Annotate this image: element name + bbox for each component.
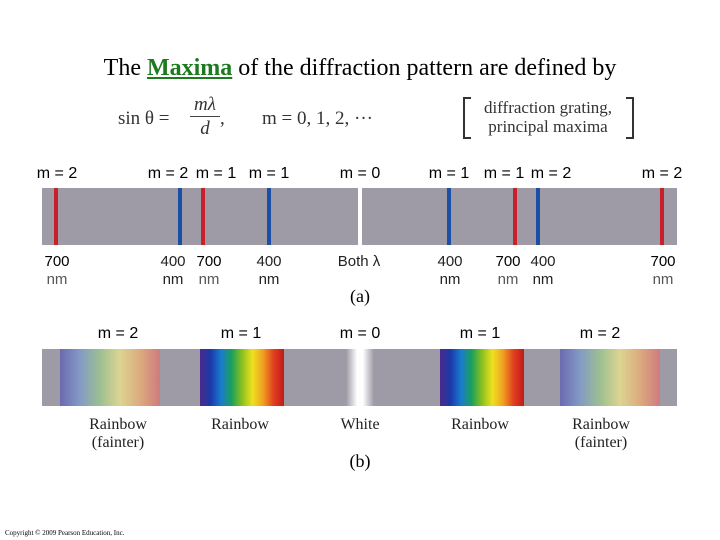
wavelength-label: 400 nm — [437, 253, 462, 289]
panel-a-order-label: m = 2 — [530, 165, 572, 182]
region-label: Rainbow — [211, 416, 269, 434]
red-line-m1-right — [513, 188, 517, 245]
panel-b-order-label: m = 1 — [459, 325, 501, 342]
title-before: The — [103, 55, 147, 81]
equation-denominator: d — [200, 118, 210, 139]
note-line-2: principal maxima — [488, 117, 608, 136]
panel-a-order-label: m = 2 — [36, 165, 78, 182]
equation-lhs: sin θ = — [118, 108, 170, 129]
equation-m-definition: m = 0, 1, 2, ··· — [262, 108, 373, 129]
wavelength-value: 400 — [437, 253, 463, 270]
panel-a-order-label: m = 1 — [248, 165, 290, 182]
wavelength-label: 400 nm — [160, 253, 185, 289]
wavelength-label: 700 nm — [44, 253, 69, 289]
equation-comma: , — [220, 108, 225, 129]
wavelength-unit: nm — [532, 271, 554, 288]
wavelength-unit: nm — [439, 271, 461, 288]
panel-b-spectrum-band — [42, 349, 677, 406]
panel-a-order-label: m = 2 — [641, 165, 683, 182]
white-line-m0 — [358, 188, 362, 245]
white-m0 — [346, 349, 374, 406]
equation-note: diffraction grating, principal maxima — [470, 98, 626, 136]
slide-title: The Maxima of the diffraction pattern ar… — [0, 55, 720, 82]
wavelength-label: 700 nm — [495, 253, 520, 289]
region-label-line2: (fainter) — [91, 434, 145, 451]
region-label-line1: Rainbow — [89, 416, 147, 433]
wavelength-label: 400 nm — [530, 253, 555, 289]
region-label: Rainbow (fainter) — [572, 416, 630, 452]
red-line-m2-left — [54, 188, 58, 245]
note-bracket-right — [626, 97, 634, 139]
panel-b-caption: (b) — [349, 451, 371, 471]
region-label-line1: Rainbow — [572, 416, 630, 433]
wavelength-value: 700 — [196, 253, 222, 270]
title-keyword: Maxima — [146, 55, 233, 81]
region-label-line2: (fainter) — [574, 434, 628, 451]
panel-a-order-label: m = 2 — [147, 165, 189, 182]
wavelength-unit: nm — [162, 271, 184, 288]
wavelength-unit: nm — [258, 271, 280, 288]
blue-line-m2-right — [536, 188, 540, 245]
rainbow-m1-right — [440, 349, 524, 406]
panel-a-order-label: m = 0 — [339, 165, 381, 182]
red-line-m1-left — [201, 188, 205, 245]
wavelength-value: 400 — [160, 253, 186, 270]
blue-line-m1-right — [447, 188, 451, 245]
blue-line-m1-left — [267, 188, 271, 245]
wavelength-label: 400 nm — [256, 253, 281, 289]
panel-a-order-label: m = 1 — [428, 165, 470, 182]
wavelength-value: 400 — [530, 253, 556, 270]
wavelength-value: 400 — [256, 253, 282, 270]
panel-a-caption: (a) — [350, 286, 370, 306]
wavelength-value: 700 — [44, 253, 70, 270]
blue-line-m2-left — [178, 188, 182, 245]
copyright-notice: Copyright © 2009 Pearson Education, Inc. — [5, 529, 125, 537]
wavelength-value: 700 — [650, 253, 676, 270]
region-label: Rainbow — [451, 416, 509, 434]
panel-a-order-label: m = 1 — [483, 165, 525, 182]
panel-b-order-label: m = 2 — [579, 325, 621, 342]
wavelength-unit: nm — [46, 271, 68, 288]
region-label-line1: Rainbow — [451, 416, 509, 433]
equation-numerator: mλ — [194, 94, 216, 115]
panel-a-order-label: m = 1 — [195, 165, 237, 182]
fraction-bar — [190, 116, 220, 117]
wavelength-label: Both λ — [338, 253, 381, 271]
wavelength-label: 700 nm — [196, 253, 221, 289]
note-line-1: diffraction grating, — [483, 98, 613, 117]
wavelength-value: Both λ — [337, 253, 381, 270]
note-bracket-left — [463, 97, 471, 139]
rainbow-m2-right — [560, 349, 660, 406]
wavelength-unit: nm — [198, 271, 220, 288]
rainbow-m1-left — [200, 349, 284, 406]
region-label-line1: Rainbow — [211, 416, 269, 433]
red-line-m2-right — [660, 188, 664, 245]
wavelength-unit: nm — [497, 271, 519, 288]
wavelength-value: 700 — [495, 253, 521, 270]
wavelength-label: 700 nm — [650, 253, 675, 289]
panel-b-order-label: m = 1 — [220, 325, 262, 342]
region-label-line1: White — [340, 416, 380, 433]
wavelength-unit: nm — [652, 271, 674, 288]
title-after: of the diffraction pattern are defined b… — [232, 55, 617, 81]
panel-a-spectrum-band — [42, 188, 677, 245]
region-label: Rainbow (fainter) — [89, 416, 147, 452]
panel-b-order-label: m = 2 — [97, 325, 139, 342]
rainbow-m2-left — [60, 349, 160, 406]
panel-b-order-label: m = 0 — [339, 325, 381, 342]
region-label: White — [340, 416, 379, 434]
